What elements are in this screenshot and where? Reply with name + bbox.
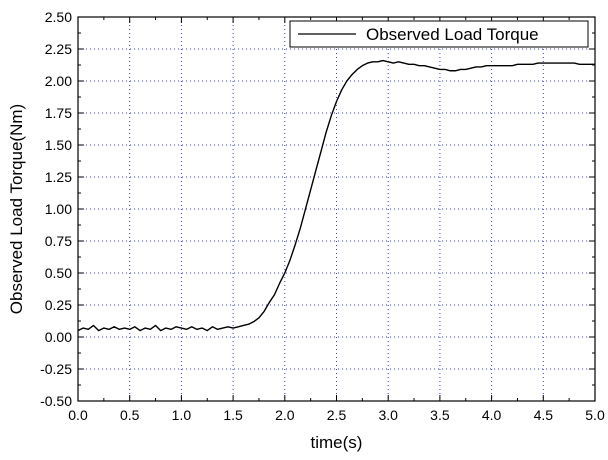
y-tick-label: 2.00	[45, 73, 72, 89]
x-tick-label: 0.0	[68, 407, 88, 423]
x-tick-label: 2.0	[275, 407, 295, 423]
y-tick-label: -0.25	[40, 361, 72, 377]
y-tick-label: 2.50	[45, 9, 72, 25]
y-tick-label: 1.50	[45, 137, 72, 153]
legend: Observed Load Torque	[290, 21, 588, 47]
y-tick-label: 2.25	[45, 41, 72, 57]
x-tick-label: 3.5	[430, 407, 450, 423]
y-tick-labels: -0.50 -0.25 0.00 0.25 0.50 0.75 1.00 1.25 1.50 1.…	[40, 9, 72, 409]
y-tick-label: 0.50	[45, 265, 72, 281]
x-tick-label: 4.0	[482, 407, 502, 423]
y-tick-label: -0.50	[40, 393, 72, 409]
x-tick-label: 1.5	[223, 407, 243, 423]
x-tick-labels: 0.0 0.5 1.0 1.5 2.0 2.5 3.0 3.5 4.0 4.5 5.0	[68, 407, 605, 423]
legend-label: Observed Load Torque	[366, 25, 539, 44]
y-tick-label: 0.00	[45, 329, 72, 345]
y-tick-label: 0.25	[45, 297, 72, 313]
x-tick-label: 0.5	[120, 407, 140, 423]
x-tick-label: 2.5	[327, 407, 347, 423]
x-tick-label: 4.5	[534, 407, 554, 423]
x-tick-label: 5.0	[585, 407, 605, 423]
x-tick-label: 3.0	[378, 407, 398, 423]
y-axis-label: Observed Load Torque(Nm)	[7, 104, 26, 314]
y-tick-label: 1.25	[45, 169, 72, 185]
y-tick-label: 1.00	[45, 201, 72, 217]
y-tick-label: 0.75	[45, 233, 72, 249]
x-tick-label: 1.0	[172, 407, 192, 423]
y-tick-label: 1.75	[45, 105, 72, 121]
x-axis-label: time(s)	[311, 433, 363, 452]
